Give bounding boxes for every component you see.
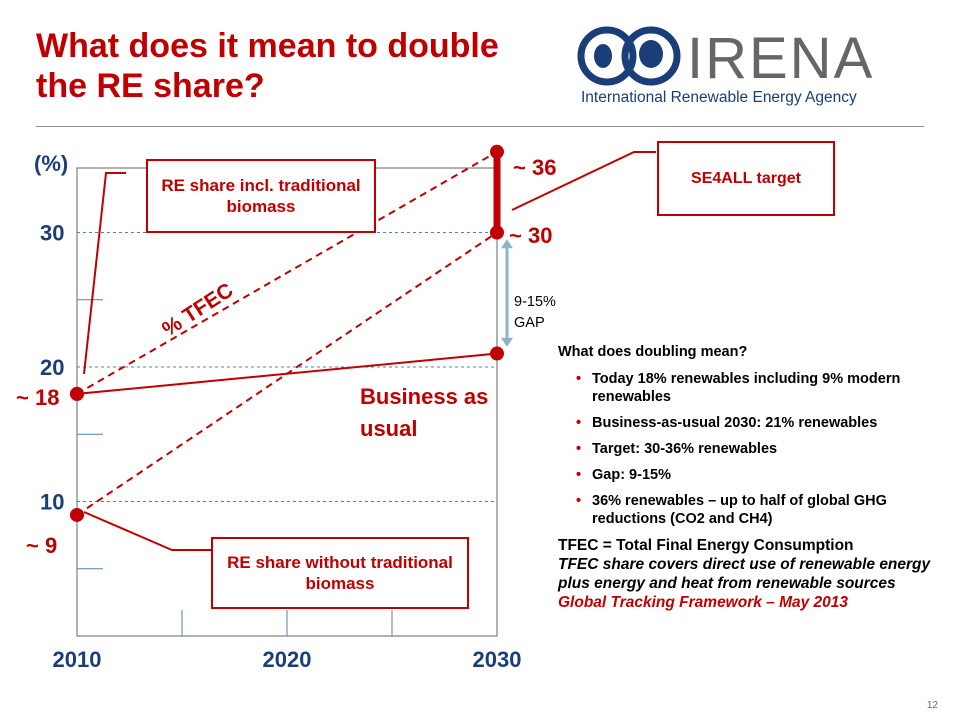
series-3-point-2 <box>490 346 504 361</box>
logo-tagline: International Renewable Energy Agency <box>581 89 857 106</box>
gap-arrow <box>501 239 513 347</box>
y-tick-label-20: 20 <box>40 355 64 380</box>
gap-arrow-head-down <box>501 337 513 347</box>
series-3-point-1 <box>70 386 84 401</box>
tfec-definition-detail: TFEC share covers direct use of renewabl… <box>558 556 931 592</box>
minor-ticks <box>77 299 393 636</box>
y-tick-label-30: 30 <box>40 221 64 246</box>
notes-bullet: Business-as-usual 2030: 21% renewables <box>576 414 948 432</box>
point-label-30: ~ 30 <box>509 223 552 248</box>
globe-icon <box>577 26 681 86</box>
callout-without-traditional-biomass: RE share without traditional biomass <box>211 537 469 609</box>
source-note: Global Tracking Framework – May 2013 <box>558 594 849 611</box>
page-number: 12 <box>926 700 938 711</box>
logo-wordmark: IRENA <box>687 26 874 91</box>
gap-label-word: GAP <box>514 315 545 331</box>
notes-bullet: Today 18% renewables including 9% modern… <box>576 370 948 406</box>
y-tick-labels: 10 20 30 <box>40 221 64 515</box>
slide-title: What does it mean to double the RE share… <box>36 27 499 105</box>
point-label-18: ~ 18 <box>16 385 59 410</box>
tfec-label: % TFEC <box>158 279 237 342</box>
x-tick-label-2030: 2030 <box>473 647 522 672</box>
notes-bullet: 36% renewables – up to half of global GH… <box>576 492 948 528</box>
notes-bullet-list: Today 18% renewables including 9% modern… <box>558 370 948 528</box>
callout-incl-traditional-biomass: RE share incl. traditional biomass <box>146 159 376 233</box>
notes-panel: What does doubling mean? Today 18% renew… <box>558 344 948 612</box>
x-tick-labels: 2010 2020 2030 <box>53 647 522 672</box>
point-label-9: ~ 9 <box>26 533 57 558</box>
title-divider <box>36 126 924 127</box>
tfec-definition: TFEC = Total Final Energy Consumption <box>558 537 854 554</box>
leader-incl <box>83 172 126 375</box>
callout-se4all-target: SE4ALL target <box>657 141 835 216</box>
notes-heading: What does doubling mean? <box>558 344 748 360</box>
leader-lines <box>83 151 656 551</box>
notes-bullet: Target: 30-36% renewables <box>576 440 948 458</box>
x-tick-label-2020: 2020 <box>263 647 312 672</box>
series-2-point-1 <box>70 507 84 522</box>
y-tick-label-10: 10 <box>40 490 64 515</box>
leader-target <box>511 151 656 211</box>
series-line-3 <box>76 352 498 395</box>
point-label-36: ~ 36 <box>513 155 556 180</box>
gap-arrow-head-up <box>501 239 513 249</box>
leader-without <box>83 511 212 551</box>
irena-logo: IRENA International Renewable Energy Age… <box>575 16 885 111</box>
x-tick-label-2010: 2010 <box>53 647 102 672</box>
y-axis-unit: (%) <box>34 151 68 176</box>
gap-label: 9-15% GAP <box>514 294 560 331</box>
notes-bullet: Gap: 9-15% <box>576 466 948 484</box>
series-layer <box>70 144 504 522</box>
bau-label: Business as usual <box>360 384 495 441</box>
bau-label-line2: usual <box>360 416 417 441</box>
series-line-1 <box>76 150 498 395</box>
gap-label-percent: 9-15% <box>514 294 556 310</box>
bau-label-line1: Business as <box>360 384 488 409</box>
